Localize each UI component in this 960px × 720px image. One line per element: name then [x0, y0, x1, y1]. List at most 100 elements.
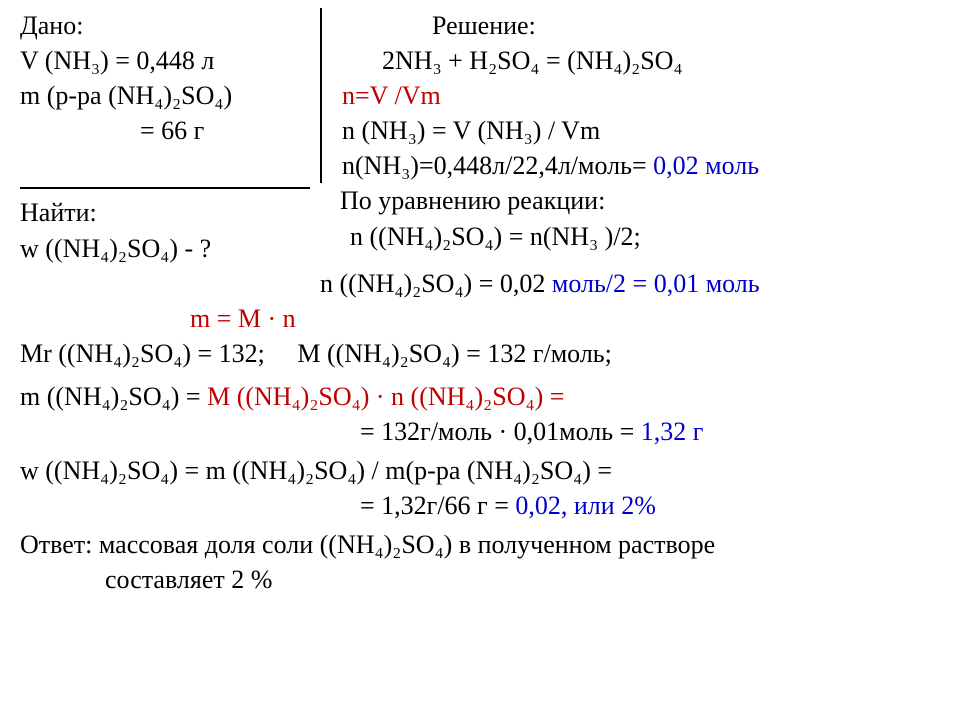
sub: ₄	[102, 382, 111, 411]
sub: ₄	[465, 382, 474, 411]
txt: Ответ: массовая доля соли ((NH	[20, 530, 375, 559]
sub: ₃	[524, 116, 533, 145]
txt: )	[622, 46, 631, 75]
txt: SO	[421, 269, 454, 298]
sub: ₂	[118, 234, 127, 263]
sub: ₄	[526, 382, 535, 411]
solution-continued: По уравнению реакции: n ((NH₄)₂SO₄) = n(…	[310, 183, 940, 265]
chemistry-problem-page: Дано: V (NH₃) = 0,448 л m (р-ра (NH₄)₂SO…	[0, 0, 960, 618]
m-salt-line2: = 132г/моль · 0,01моль = 1,32 г	[20, 414, 940, 449]
txt: m ((NH	[20, 382, 102, 411]
txt: SO	[401, 530, 434, 559]
sub: ₂	[400, 339, 409, 368]
sub: ₄	[113, 339, 122, 368]
top-row: Дано: V (NH₃) = 0,448 л m (р-ра (NH₄)₂SO…	[20, 8, 940, 183]
sub: ₄	[100, 456, 109, 485]
value: 0,02 моль	[653, 151, 759, 180]
sub: ₄	[530, 46, 539, 75]
txt: 2NH	[382, 46, 433, 75]
sub: ₄	[375, 530, 384, 559]
txt: ) =	[171, 382, 207, 411]
txt: SO	[127, 234, 160, 263]
sub: ₄	[442, 339, 451, 368]
txt: )	[223, 81, 232, 110]
sub: ₄	[100, 234, 109, 263]
sub: ₃	[589, 222, 598, 251]
txt: SO	[314, 456, 347, 485]
mr-line: Mr ((NH₄)₂SO₄) = 132; M ((NH₄)₂SO₄) = 13…	[20, 336, 940, 371]
txt: ) =	[535, 382, 565, 411]
txt: SO	[492, 382, 525, 411]
n-salt-formula: n ((NH₄)₂SO₄) = n(NH₃ )/2;	[340, 219, 940, 254]
sub: ₄	[292, 382, 301, 411]
sub: ₄	[673, 46, 682, 75]
txt: SO	[451, 222, 484, 251]
sub: ₄	[162, 382, 171, 411]
value: 1,32 г	[641, 417, 704, 446]
txt: Mr ((NH	[20, 339, 113, 368]
value: моль/2 = 0,01 моль	[552, 269, 760, 298]
sub: ₄	[160, 456, 169, 485]
txt: )	[109, 456, 118, 485]
sub: ₂	[172, 81, 181, 110]
txt: = 132г/моль · 0,01моль =	[360, 417, 641, 446]
txt: SO	[140, 339, 173, 368]
txt: ) =	[582, 456, 612, 485]
sub: ₄	[287, 456, 296, 485]
txt: )	[296, 456, 305, 485]
sub: ₄	[454, 269, 463, 298]
sub: ₂	[392, 530, 401, 559]
txt: )	[122, 339, 131, 368]
txt: )	[384, 530, 393, 559]
given-line3: = 66 г	[20, 113, 310, 148]
find-title: Найти:	[20, 195, 310, 230]
txt: ) / m(р-ра (NH	[356, 456, 513, 485]
n-nh3-formula: n (NH₃) = V (NH₃) / Vm	[342, 113, 940, 148]
answer-line1: Ответ: массовая доля соли ((NH₄)₂SO₄) в …	[20, 527, 940, 562]
w-line2: = 1,32г/66 г = 0,02, или 2%	[20, 488, 940, 523]
txt: SO	[128, 382, 161, 411]
sub: ₄	[352, 382, 361, 411]
txt: SO	[497, 46, 530, 75]
sub: ₃	[401, 151, 410, 180]
given-block: Дано: V (NH₃) = 0,448 л m (р-ра (NH₄)₂SO…	[20, 8, 322, 183]
txt: n (NH	[342, 116, 408, 145]
txt: SO	[409, 339, 442, 368]
sub: ₄	[484, 222, 493, 251]
sub: ₃	[408, 116, 417, 145]
sub: ₂	[483, 382, 492, 411]
txt: ) = 132 г/моль;	[451, 339, 612, 368]
txt: ) = 0,448 л	[100, 46, 214, 75]
txt: ) - ?	[169, 234, 211, 263]
sub: ₂	[412, 269, 421, 298]
txt: SO	[540, 456, 573, 485]
sub: ₂	[631, 46, 640, 75]
sub: ₂	[442, 222, 451, 251]
txt: )	[403, 269, 412, 298]
answer-line2: составляет 2 %	[20, 562, 940, 597]
sub: ₂	[131, 339, 140, 368]
txt: )=0,448л/22,4л/моль=	[410, 151, 653, 180]
sub: ₃	[433, 46, 442, 75]
sub: ₂	[531, 456, 540, 485]
txt: SO	[318, 382, 351, 411]
txt: ) = 132; M ((NH	[182, 339, 382, 368]
n-salt-calc: n ((NH₄)₂SO₄) = 0,02 моль/2 = 0,01 моль	[20, 266, 940, 301]
txt: )	[522, 456, 531, 485]
txt: = (NH	[540, 46, 614, 75]
solution-title: Решение:	[342, 8, 940, 43]
given-title: Дано:	[20, 8, 310, 43]
txt: )	[475, 382, 484, 411]
sub: ₄	[173, 339, 182, 368]
sub: ₄	[382, 339, 391, 368]
txt: SO	[640, 46, 673, 75]
txt: V (NH	[20, 46, 91, 75]
w-line1: w ((NH₄)₂SO₄) = m ((NH₄)₂SO₄) / m(р-ра (…	[20, 453, 940, 488]
txt: SO	[181, 81, 214, 110]
txt: )	[433, 222, 442, 251]
sub: ₄	[513, 456, 522, 485]
txt: )	[163, 81, 172, 110]
find-line1: w ((NH₄)₂SO₄) - ?	[20, 231, 310, 266]
sub: ₄	[573, 456, 582, 485]
txt: = 1,32г/66 г =	[360, 491, 515, 520]
